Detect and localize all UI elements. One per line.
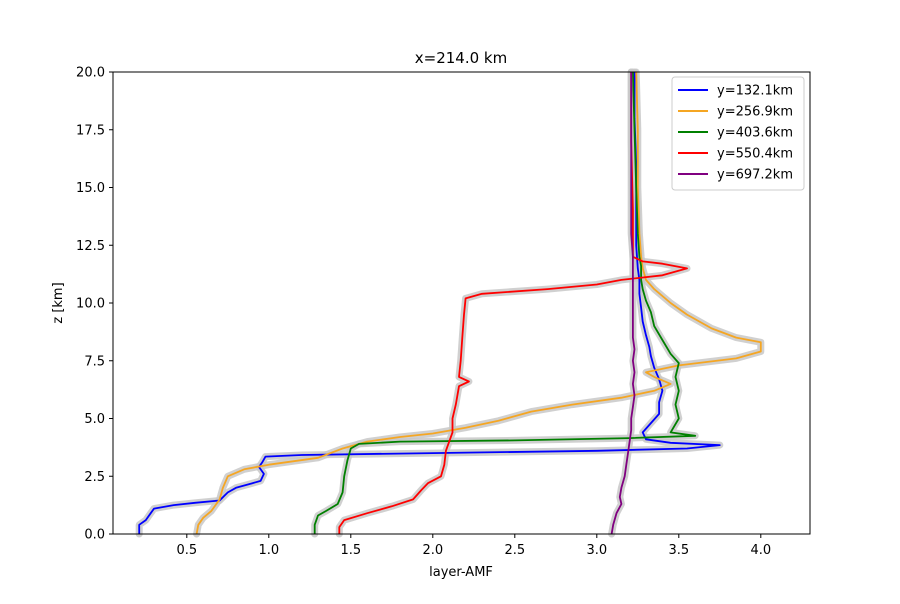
x-axis-ticks: 0.5 1.0 1.5 2.0 2.5 3.0 3.5 4.0 — [176, 534, 771, 558]
x-tick-label: 3.0 — [586, 543, 607, 558]
x-axis-label: layer-AMF — [429, 565, 493, 580]
legend-box — [671, 76, 805, 191]
y-axis-ticks: 0.0 2.5 5.0 7.5 10.0 12.5 15.0 17.5 20.0 — [76, 66, 113, 543]
series-lines — [138, 71, 762, 535]
x-tick-label: 2.5 — [504, 543, 525, 558]
y-tick-label: 20.0 — [76, 66, 105, 81]
legend-label: y=697.2km — [717, 168, 793, 183]
y-tick-label: 7.5 — [84, 354, 105, 369]
x-tick-label: 1.0 — [258, 543, 279, 558]
y-tick-label: 2.5 — [84, 470, 105, 485]
y-tick-label: 17.5 — [76, 123, 105, 138]
y-tick-label: 0.0 — [84, 528, 105, 543]
legend-label: y=132.1km — [717, 84, 793, 99]
series-line-2 — [195, 71, 762, 535]
y-tick-label: 15.0 — [76, 181, 105, 196]
chart-title: x=214.0 km — [415, 49, 507, 67]
x-tick-label: 4.0 — [750, 543, 771, 558]
legend: y=132.1km y=256.9km y=403.6km y=550.4km y=69… — [671, 76, 805, 191]
y-axis-label: z [km] — [51, 282, 66, 323]
y-tick-label: 10.0 — [76, 297, 105, 312]
legend-label: y=550.4km — [717, 147, 793, 162]
legend-label: y=403.6km — [717, 126, 793, 141]
x-tick-label: 0.5 — [176, 543, 197, 558]
series-line-4 — [338, 72, 688, 534]
x-tick-label: 1.5 — [340, 543, 361, 558]
y-tick-label: 5.0 — [84, 412, 105, 427]
legend-label: y=256.9km — [717, 105, 793, 120]
x-tick-label: 2.0 — [422, 543, 443, 558]
uncertainty-bands — [135, 68, 765, 538]
series-line-5 — [610, 72, 636, 535]
x-tick-label: 3.5 — [668, 543, 689, 558]
series-line-3 — [313, 71, 697, 534]
y-tick-label: 12.5 — [76, 239, 105, 254]
